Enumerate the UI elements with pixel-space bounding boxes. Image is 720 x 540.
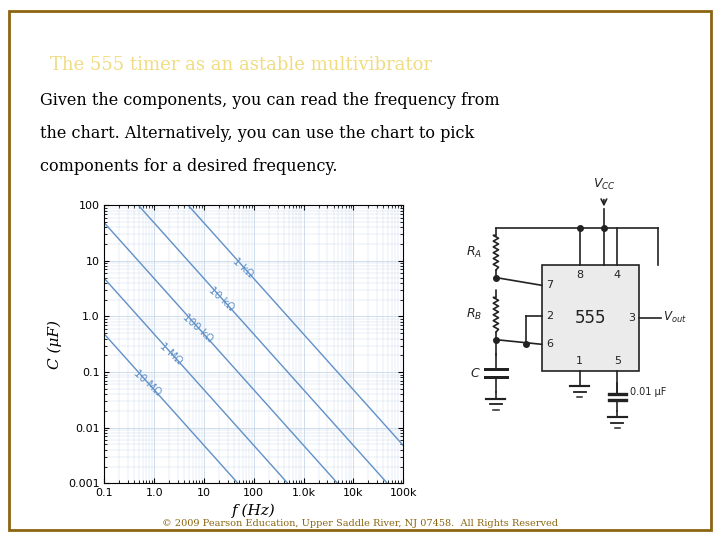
Text: 1 kΩ: 1 kΩ <box>231 256 255 280</box>
X-axis label: f (Hz): f (Hz) <box>232 504 276 518</box>
Text: 10 kΩ: 10 kΩ <box>207 286 236 313</box>
Text: 2: 2 <box>546 312 553 321</box>
Text: 8: 8 <box>576 270 583 280</box>
Bar <box>541 265 639 371</box>
Text: 1 MΩ: 1 MΩ <box>157 341 184 366</box>
Text: © 2009 Pearson Education, Upper Saddle River, NJ 07458.  All Rights Reserved: © 2009 Pearson Education, Upper Saddle R… <box>162 519 558 528</box>
Text: $V_{out}$: $V_{out}$ <box>663 310 687 326</box>
Text: 0.01 µF: 0.01 µF <box>629 387 666 397</box>
Text: The 555 timer as an astable multivibrator: The 555 timer as an astable multivibrato… <box>50 56 432 75</box>
Text: 7: 7 <box>546 280 553 291</box>
Text: the chart. Alternatively, you can use the chart to pick: the chart. Alternatively, you can use th… <box>40 125 474 142</box>
Text: 10 MΩ: 10 MΩ <box>131 368 163 397</box>
Text: 3: 3 <box>628 313 635 323</box>
Text: $R_B$: $R_B$ <box>467 307 482 322</box>
Text: Given the components, you can read the frequency from: Given the components, you can read the f… <box>40 92 499 109</box>
Text: 4: 4 <box>614 270 621 280</box>
Y-axis label: C (μF): C (μF) <box>48 320 63 369</box>
Text: 6: 6 <box>546 339 553 349</box>
Text: 100 kΩ: 100 kΩ <box>181 312 215 344</box>
Text: 1: 1 <box>576 356 583 366</box>
Text: components for a desired frequency.: components for a desired frequency. <box>40 158 337 175</box>
Text: $R_A$: $R_A$ <box>467 245 482 260</box>
Text: 555: 555 <box>575 309 606 327</box>
Text: 5: 5 <box>614 356 621 366</box>
Text: $V_{CC}$: $V_{CC}$ <box>593 177 616 192</box>
Text: $C$: $C$ <box>470 367 481 380</box>
